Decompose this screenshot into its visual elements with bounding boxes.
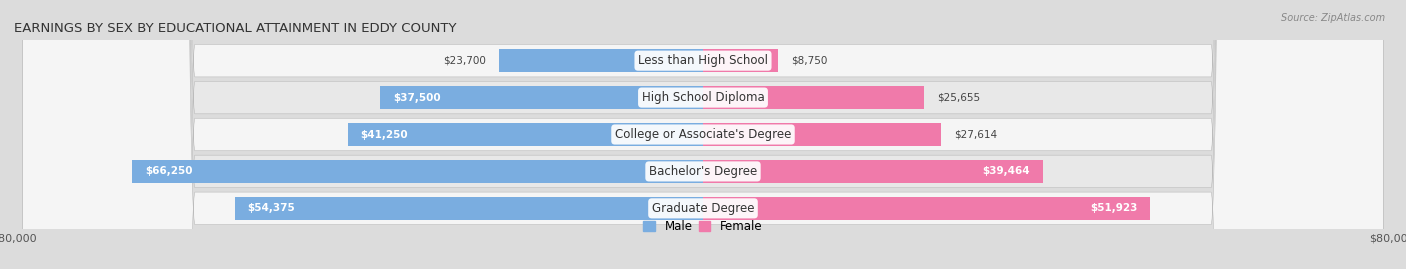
Bar <box>499 49 703 72</box>
FancyBboxPatch shape <box>22 0 1384 269</box>
Bar <box>703 86 924 109</box>
Text: $39,464: $39,464 <box>983 167 1031 176</box>
Text: $27,614: $27,614 <box>953 129 997 140</box>
FancyBboxPatch shape <box>22 0 1384 269</box>
Text: $37,500: $37,500 <box>392 93 440 102</box>
Text: High School Diploma: High School Diploma <box>641 91 765 104</box>
Text: Graduate Degree: Graduate Degree <box>652 202 754 215</box>
Bar <box>703 49 779 72</box>
FancyBboxPatch shape <box>22 0 1384 269</box>
Bar <box>703 123 941 146</box>
Bar <box>132 160 703 183</box>
Text: $66,250: $66,250 <box>145 167 193 176</box>
Text: Bachelor's Degree: Bachelor's Degree <box>650 165 756 178</box>
FancyBboxPatch shape <box>22 0 1384 269</box>
Legend: Male, Female: Male, Female <box>638 215 768 238</box>
Bar <box>703 197 1150 220</box>
Text: Less than High School: Less than High School <box>638 54 768 67</box>
Text: College or Associate's Degree: College or Associate's Degree <box>614 128 792 141</box>
Bar <box>235 197 703 220</box>
Text: $23,700: $23,700 <box>443 56 486 66</box>
Bar <box>347 123 703 146</box>
Bar <box>380 86 703 109</box>
Bar <box>703 160 1043 183</box>
FancyBboxPatch shape <box>22 0 1384 269</box>
Text: EARNINGS BY SEX BY EDUCATIONAL ATTAINMENT IN EDDY COUNTY: EARNINGS BY SEX BY EDUCATIONAL ATTAINMEN… <box>14 22 457 35</box>
Text: $25,655: $25,655 <box>936 93 980 102</box>
Text: $41,250: $41,250 <box>361 129 408 140</box>
Text: $54,375: $54,375 <box>247 203 295 213</box>
Text: $8,750: $8,750 <box>792 56 828 66</box>
Text: Source: ZipAtlas.com: Source: ZipAtlas.com <box>1281 13 1385 23</box>
Text: $51,923: $51,923 <box>1090 203 1137 213</box>
